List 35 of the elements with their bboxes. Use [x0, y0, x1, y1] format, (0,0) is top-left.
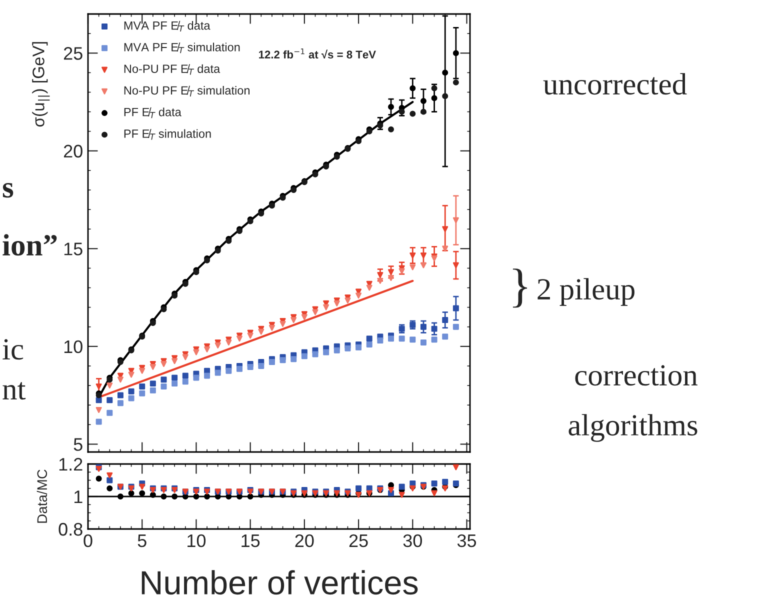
y-axis-title: σ(u$_{||}$) [GeV] [32, 42, 50, 127]
x-tick-label: 15 [242, 534, 260, 548]
text: } [512, 268, 528, 308]
text: correction [575, 365, 698, 386]
text: ion” [2, 234, 57, 256]
x-axis-title: Number of vertices [142, 570, 418, 595]
legend-label: No-PU PF E̸$_{T}$ data [124, 64, 220, 75]
x-tick-label: 10 [188, 534, 206, 548]
text: ic [2, 339, 24, 360]
text: 2 pileup [538, 278, 634, 306]
y-tick-label: 1 [74, 490, 82, 504]
y-tick-label: 20 [64, 144, 82, 158]
y-tick-label: 15 [64, 242, 82, 256]
x-tick-label: 20 [295, 534, 314, 548]
x-tick-label: 35 [457, 534, 476, 548]
x-tick-label: 30 [403, 534, 422, 548]
legend-label: MVA PF E̸$_{T}$ data [124, 20, 210, 32]
annotation: 12.2 fb$^{−1}$ at √s = 8 TeV [259, 48, 376, 59]
x-tick-label: 0 [84, 534, 92, 548]
y-tick-label: 5 [74, 438, 82, 451]
text: nt [2, 382, 26, 400]
text: algorithms [568, 414, 698, 442]
text: uncorrected [543, 73, 687, 95]
y-axis-title: Data/MC [36, 470, 48, 523]
x-tick-label: 5 [138, 534, 146, 548]
text: s [2, 182, 14, 198]
y-tick-label: 10 [64, 340, 82, 354]
y-tick-label: 25 [64, 47, 82, 60]
y-tick-label: 0.8 [58, 522, 82, 536]
legend-label: PF E̸$_{T}$ simulation [124, 129, 211, 140]
y-tick-label: 1.2 [59, 458, 82, 471]
x-tick-label: 25 [349, 534, 368, 548]
legend-label: MVA PF E̸$_{T}$ simulation [124, 42, 240, 54]
legend-label: PF E̸$_{T}$ data [124, 107, 182, 118]
legend-label: No-PU PF E̸$_{T}$ simulation [124, 86, 250, 96]
